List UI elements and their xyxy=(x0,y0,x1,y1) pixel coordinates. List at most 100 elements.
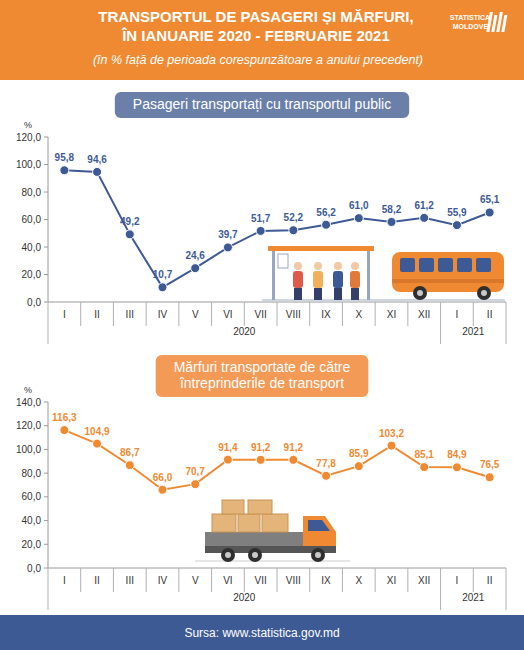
data-point xyxy=(60,166,69,175)
x-tick-label: III xyxy=(126,309,134,320)
person-head xyxy=(351,262,359,270)
y-tick xyxy=(44,302,48,303)
data-label: 91,2 xyxy=(284,442,304,453)
data-label: 65,1 xyxy=(480,194,500,205)
chart-title-line: întreprinderile de transport xyxy=(179,375,344,391)
bus-window xyxy=(419,258,434,272)
x-tick xyxy=(211,568,212,592)
x-tick xyxy=(211,302,212,326)
data-label: 55,9 xyxy=(447,207,467,218)
data-label: 51,7 xyxy=(251,213,271,224)
x-tick-label: III xyxy=(126,575,134,586)
truck-wheel xyxy=(311,548,325,562)
bus-wheel xyxy=(413,286,427,300)
x-tick xyxy=(473,302,474,326)
chart-title-box xyxy=(156,355,369,397)
x-tick-label: I xyxy=(63,575,66,586)
chart-title-line: Mărfuri transportate de către xyxy=(174,359,351,375)
logo-bar xyxy=(491,15,497,32)
data-label: 61,2 xyxy=(414,200,434,211)
bus-window xyxy=(438,258,453,272)
y-tick-label: 20,0 xyxy=(22,269,42,280)
data-point xyxy=(125,461,134,470)
logo-text: STATISTICA xyxy=(450,14,490,21)
data-point xyxy=(485,473,494,482)
data-point xyxy=(125,230,134,239)
x-tick xyxy=(244,568,245,592)
x-tick xyxy=(473,568,474,592)
data-point xyxy=(289,455,298,464)
data-point xyxy=(322,471,331,480)
chart-title-box xyxy=(115,92,409,118)
data-point xyxy=(420,213,429,222)
y-tick xyxy=(44,247,48,248)
y-axis xyxy=(48,402,49,568)
x-tick xyxy=(178,302,179,326)
bus-window xyxy=(400,258,415,272)
data-point xyxy=(452,463,461,472)
bus-hub xyxy=(481,290,487,296)
data-label: 76,5 xyxy=(480,459,500,470)
x-tick-label: IX xyxy=(321,575,331,586)
data-line xyxy=(64,170,489,287)
data-point xyxy=(289,226,298,235)
person-head xyxy=(334,262,342,270)
group-separator xyxy=(506,568,507,610)
data-label: 39,7 xyxy=(218,229,238,240)
logo-text: MOLDOVEI xyxy=(453,23,490,30)
x-tick-label: VI xyxy=(223,575,232,586)
data-label: 86,7 xyxy=(120,447,140,458)
data-point xyxy=(256,226,265,235)
data-label: 91,4 xyxy=(218,442,238,453)
x-tick-label: XI xyxy=(387,309,396,320)
logo: STATISTICA MOLDOVEI xyxy=(450,12,508,32)
x-tick xyxy=(146,568,147,592)
x-tick xyxy=(407,568,408,592)
ground xyxy=(195,560,350,562)
bus-body xyxy=(392,252,504,292)
header-band xyxy=(0,0,524,80)
x-tick xyxy=(178,568,179,592)
x-tick-label: VI xyxy=(223,309,232,320)
person-body xyxy=(333,271,343,288)
truck-wheel xyxy=(221,548,235,562)
y-tick-label: 40,0 xyxy=(22,242,42,253)
year-label: 2021 xyxy=(462,592,485,603)
plot-marks xyxy=(60,426,494,495)
x-tick xyxy=(80,302,81,326)
data-label: 116,3 xyxy=(52,412,77,423)
bus-hub xyxy=(417,290,423,296)
data-point xyxy=(387,217,396,226)
x-tick-label: XII xyxy=(418,575,430,586)
y-tick-label: 60,0 xyxy=(22,491,42,502)
x-tick-label: II xyxy=(94,575,100,586)
truck-window xyxy=(308,520,330,531)
y-tick xyxy=(44,137,48,138)
cargo-box xyxy=(212,514,236,532)
data-point xyxy=(452,221,461,230)
data-point xyxy=(387,441,396,450)
logo-bar xyxy=(501,15,507,32)
y-axis-unit: % xyxy=(24,385,32,395)
data-label: 58,2 xyxy=(382,204,402,215)
data-point xyxy=(354,214,363,223)
data-label: 95,8 xyxy=(55,152,75,163)
data-point xyxy=(420,463,429,472)
bus-sign xyxy=(278,254,288,268)
bus-window xyxy=(476,258,491,272)
x-tick-label: XI xyxy=(387,575,396,586)
truck-hub xyxy=(252,552,258,558)
x-tick-label: II xyxy=(94,309,100,320)
data-point xyxy=(322,220,331,229)
x-tick xyxy=(375,302,376,326)
y-tick xyxy=(44,568,48,569)
data-label: 104,9 xyxy=(85,426,110,437)
chart: Pasageri transportați cu transportul pub… xyxy=(16,92,506,344)
x-tick xyxy=(244,302,245,326)
data-point xyxy=(223,243,232,252)
y-tick-label: 120,0 xyxy=(16,132,41,143)
shelter-roof xyxy=(268,246,374,251)
truck-illustration xyxy=(195,500,350,562)
truck-bed xyxy=(205,532,303,546)
data-label: 52,2 xyxy=(284,212,304,223)
